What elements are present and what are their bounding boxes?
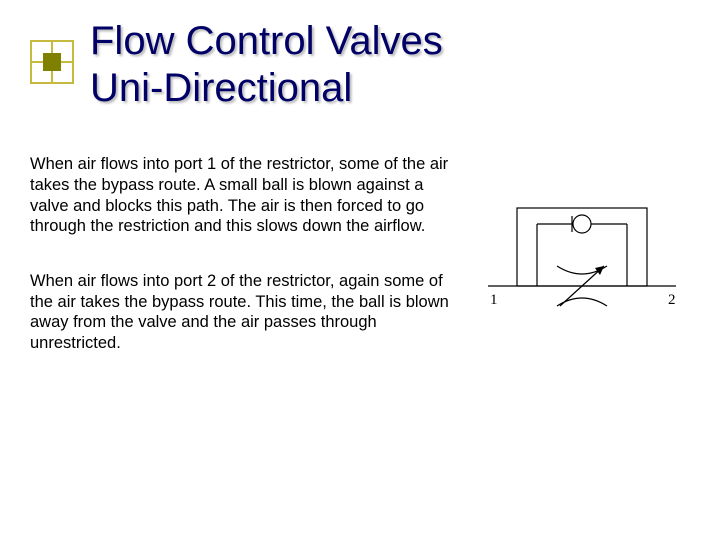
paragraph-1: When air flows into port 1 of the restri…	[30, 154, 462, 237]
body-area: When air flows into port 1 of the restri…	[30, 154, 690, 387]
port-1-label: 1	[490, 292, 498, 308]
title-line-2: Uni-Directional	[90, 65, 443, 112]
title-line-1: Flow Control Valves	[90, 18, 443, 65]
port-2-label: 2	[668, 292, 676, 308]
flow-restrictor-diagram: 1 2	[482, 194, 682, 324]
title-block: Flow Control Valves Uni-Directional	[30, 18, 690, 112]
slide: Flow Control Valves Uni-Directional When…	[0, 0, 720, 540]
slide-title: Flow Control Valves Uni-Directional	[90, 18, 443, 112]
square-bullet-icon	[30, 40, 74, 89]
paragraph-2: When air flows into port 2 of the restri…	[30, 271, 462, 354]
text-column: When air flows into port 1 of the restri…	[30, 154, 462, 387]
diagram-column: 1 2	[482, 154, 682, 324]
